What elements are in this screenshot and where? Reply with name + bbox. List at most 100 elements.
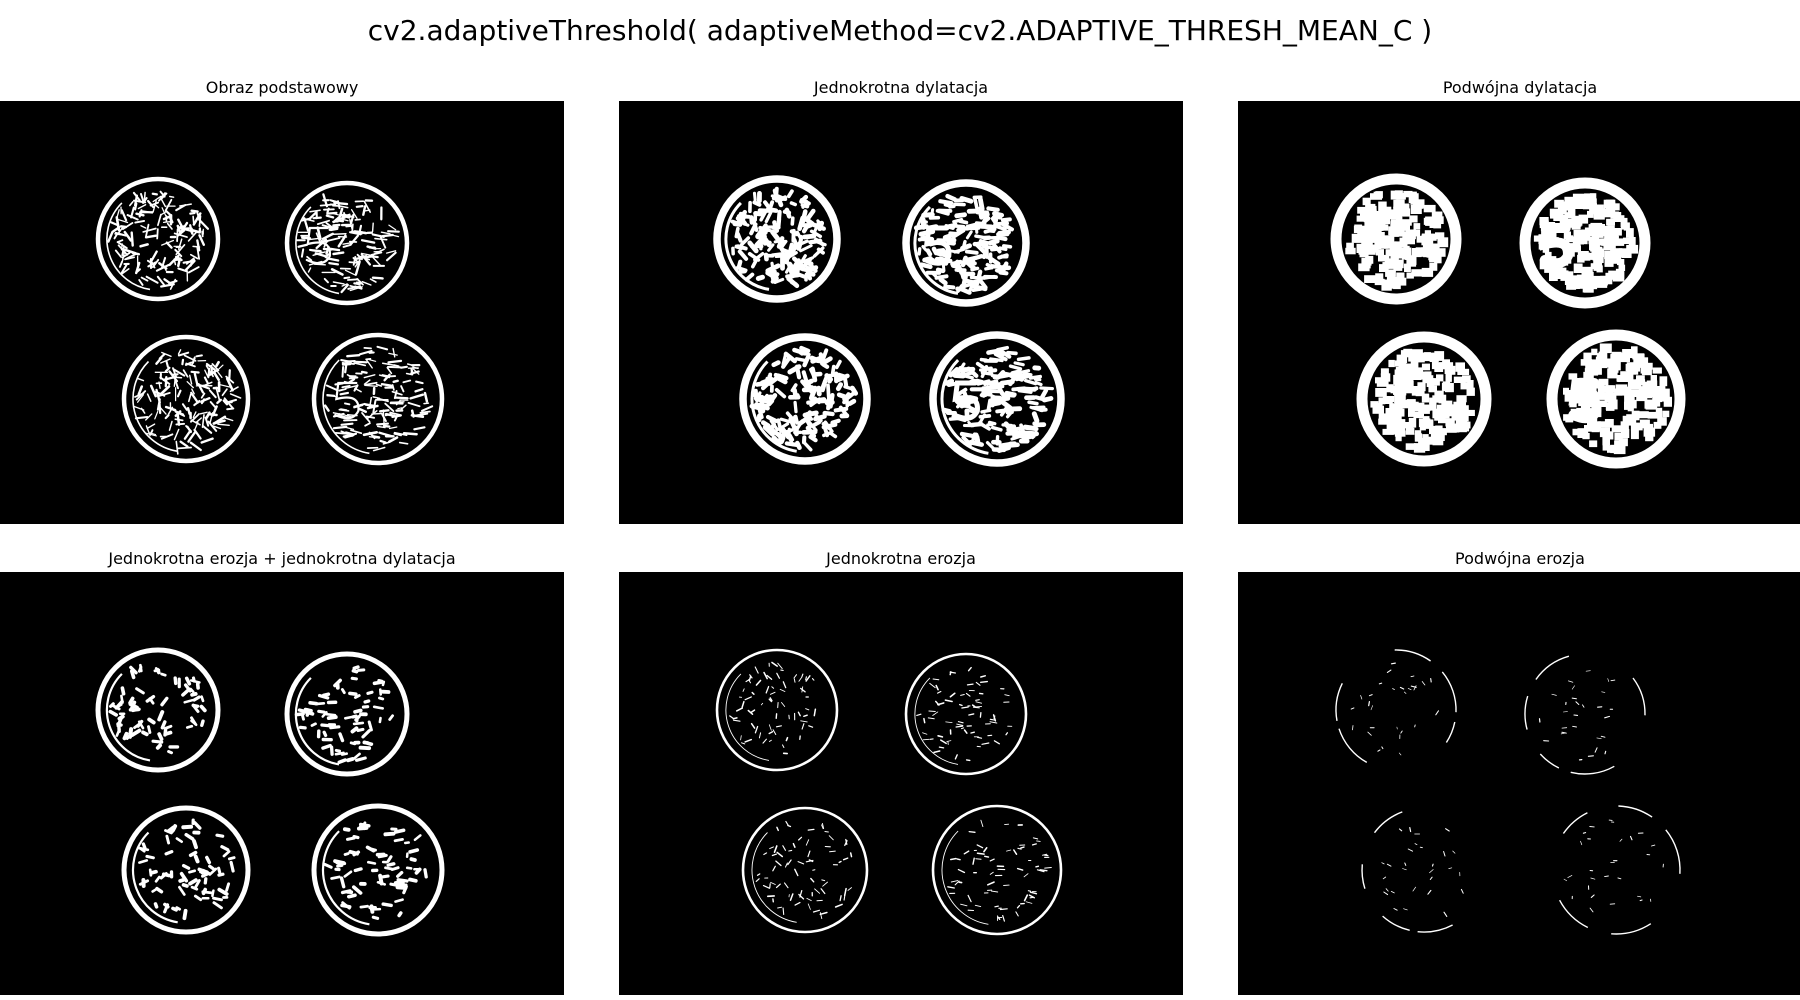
coin-relief-mark — [1587, 755, 1594, 757]
coin-relief-mark — [301, 236, 312, 240]
coin-relief-mark — [1404, 234, 1415, 245]
coin-relief-mark — [361, 729, 371, 739]
coin — [1558, 805, 1681, 935]
coin-relief-mark — [1589, 391, 1598, 401]
coin-relief-mark — [941, 407, 952, 414]
coin-relief-mark — [1023, 894, 1029, 902]
coin-relief-mark — [975, 858, 982, 860]
coin-relief-mark — [765, 685, 770, 694]
coin-relief-mark — [994, 905, 999, 908]
coin-relief-mark — [847, 887, 852, 891]
coin-relief-mark — [353, 362, 367, 367]
coin-relief-mark — [162, 375, 177, 382]
coin-relief-mark — [1585, 279, 1598, 290]
coin-relief-mark — [186, 407, 191, 415]
coin-relief-mark — [787, 242, 794, 257]
coin-relief-mark — [1556, 259, 1569, 266]
coin-relief-mark — [986, 398, 993, 412]
coin-relief-mark — [188, 393, 192, 403]
coin-relief-mark — [193, 821, 202, 830]
coin-relief-mark — [935, 208, 950, 216]
coin-relief-mark — [1583, 352, 1592, 363]
coin-relief-mark — [193, 428, 202, 440]
coin-relief-mark — [980, 819, 984, 828]
coin-relief-mark — [1429, 263, 1438, 271]
coin-relief-mark — [1402, 868, 1407, 871]
coin-relief-mark — [200, 695, 205, 703]
coin-relief-mark — [800, 687, 806, 693]
coin-relief-mark — [775, 883, 781, 889]
coin-relief-mark — [970, 731, 975, 734]
coin-relief-mark — [128, 702, 139, 710]
coin-relief-mark — [776, 672, 780, 679]
coin-relief-mark — [1393, 280, 1401, 290]
coin-rim-fragment — [1335, 682, 1343, 722]
coin-relief-mark — [1399, 363, 1412, 373]
coin-relief-mark — [160, 283, 175, 288]
coin-relief-mark — [933, 750, 941, 754]
coin-relief-mark — [1345, 247, 1356, 255]
coin-inner-rim — [131, 831, 178, 924]
coin-relief-mark — [1403, 190, 1413, 198]
coin-relief-mark — [366, 860, 377, 865]
coin-rim-fragment — [1562, 812, 1588, 834]
coin-relief-mark — [757, 231, 767, 239]
coin-relief-mark — [1657, 417, 1667, 426]
coin-relief-mark — [999, 405, 1009, 417]
coin-relief-mark — [351, 669, 359, 674]
coin — [1524, 655, 1646, 775]
coin-relief-mark — [789, 201, 797, 207]
coin-relief-mark — [747, 709, 754, 715]
coin-relief-mark — [1615, 384, 1628, 393]
coin-relief-mark — [308, 248, 322, 253]
coins-image — [1238, 101, 1800, 524]
coin-relief-mark — [365, 359, 373, 369]
coin-relief-mark — [957, 721, 964, 724]
coin-relief-mark — [1413, 223, 1421, 230]
coin-relief-mark — [952, 373, 966, 379]
coin-relief-mark — [989, 721, 998, 724]
coin-relief-mark — [1378, 201, 1387, 211]
coin-relief-mark — [990, 890, 999, 893]
coin-relief-mark — [771, 661, 778, 667]
coin-relief-mark — [372, 680, 384, 686]
panel-title: Obraz podstawowy — [205, 78, 359, 97]
coin-relief-mark — [138, 279, 144, 286]
coin-relief-mark — [1600, 360, 1608, 369]
coin-relief-mark — [228, 369, 231, 380]
coin-relief-mark — [192, 245, 201, 248]
coin-relief-mark — [956, 858, 961, 861]
panel-title: Jednokrotna erozja — [826, 549, 976, 568]
coin-relief-mark — [975, 701, 983, 704]
coin-relief-mark — [200, 719, 205, 728]
coin-relief-mark — [776, 851, 784, 858]
coin-relief-mark — [116, 239, 124, 244]
coin-relief-mark — [346, 414, 358, 417]
coin-relief-mark — [1387, 276, 1398, 285]
coin-relief-mark — [356, 727, 365, 733]
coin-relief-mark — [795, 230, 803, 242]
coin-relief-mark — [1423, 217, 1434, 225]
coin-relief-mark — [139, 243, 149, 248]
image-background — [0, 572, 564, 995]
coin-relief-mark — [1363, 259, 1371, 269]
coin-relief-mark — [1582, 202, 1590, 210]
coin-relief-mark — [1579, 234, 1589, 241]
coin-relief-mark — [919, 262, 933, 270]
coin-relief-mark — [754, 725, 759, 734]
coin-relief-mark — [1414, 199, 1425, 208]
coin-relief-mark — [154, 875, 161, 883]
coin-relief-mark — [980, 408, 992, 414]
coin-relief-mark — [389, 401, 404, 405]
coin-relief-mark — [363, 346, 372, 350]
coin-relief-mark — [806, 897, 812, 902]
coin-relief-mark — [806, 410, 813, 423]
coin-relief-mark — [1617, 877, 1622, 880]
coin-relief-mark — [1572, 725, 1577, 728]
coin-relief-mark — [1608, 399, 1618, 410]
coin-relief-mark — [190, 885, 199, 891]
coin-relief-mark — [777, 662, 783, 670]
coin-relief-mark — [164, 209, 172, 216]
coin-relief-mark — [956, 387, 968, 397]
coin-relief-mark — [822, 410, 835, 417]
